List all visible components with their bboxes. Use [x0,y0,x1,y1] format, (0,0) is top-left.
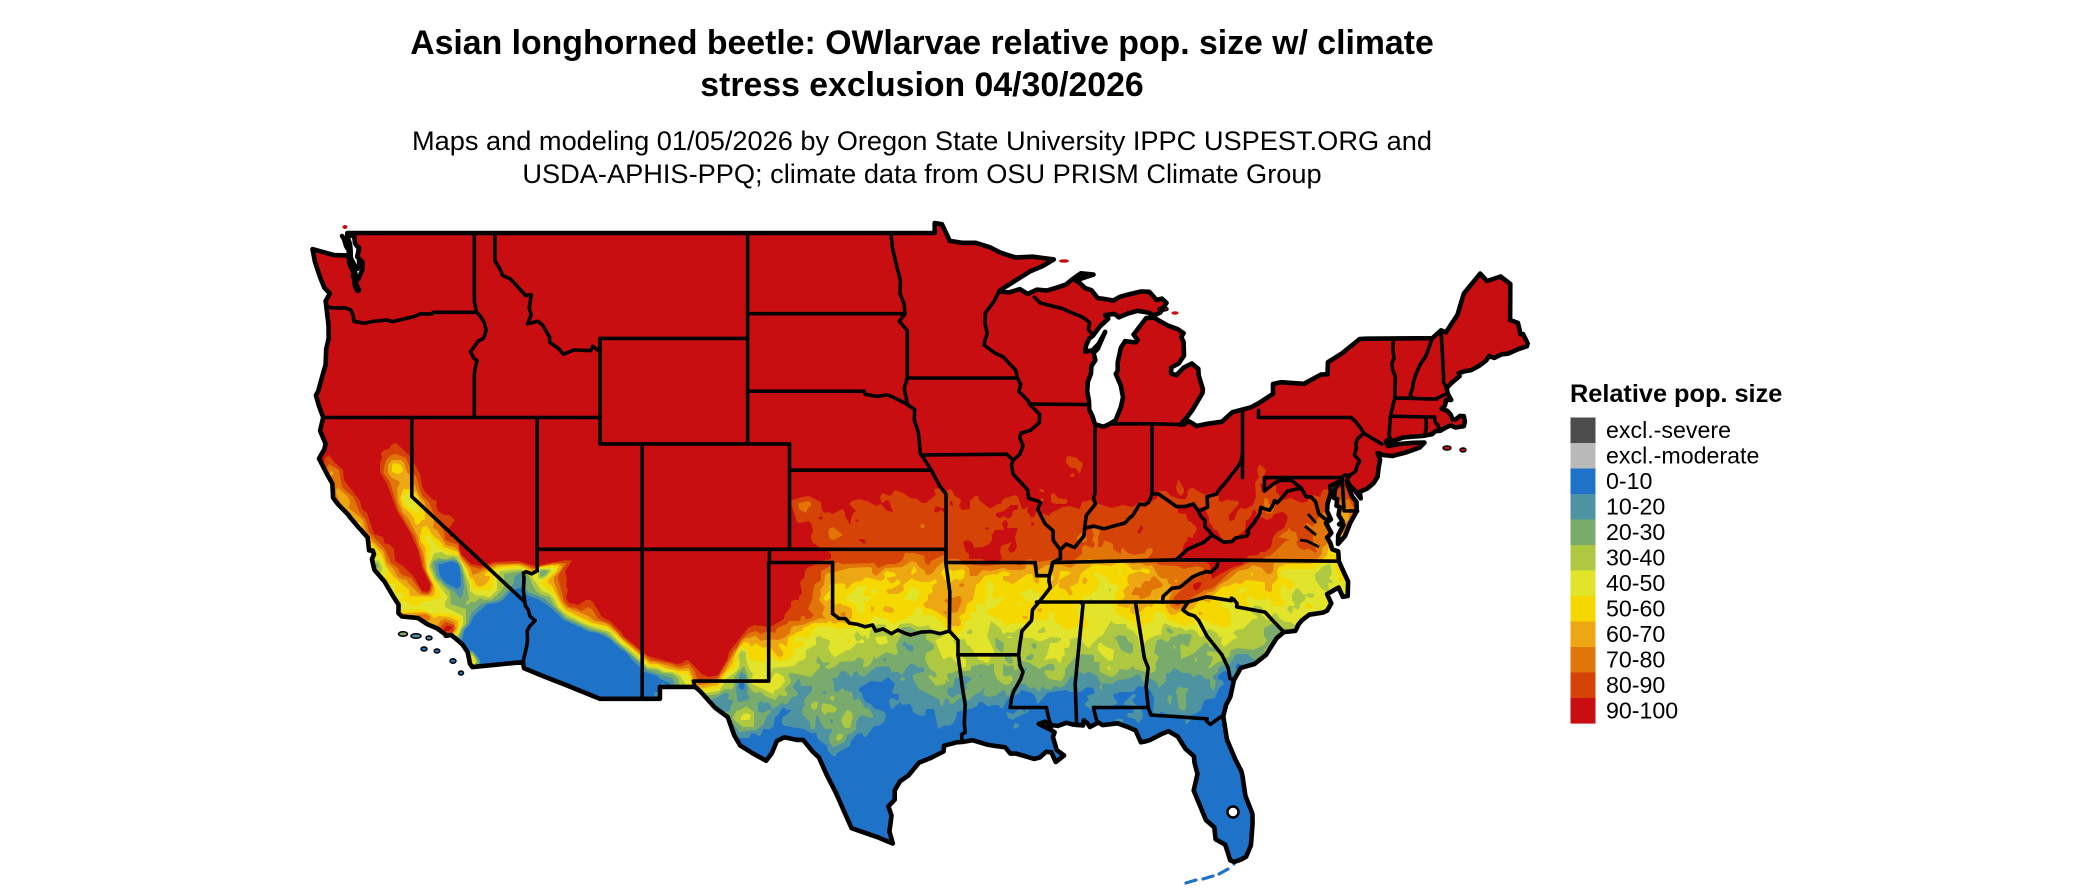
svg-text:stress exclusion 04/30/2026: stress exclusion 04/30/2026 [700,66,1143,104]
svg-text:excl.-severe: excl.-severe [1606,417,1731,443]
svg-text:Relative pop. size: Relative pop. size [1570,380,1782,408]
svg-text:60-70: 60-70 [1606,621,1665,647]
svg-text:90-100: 90-100 [1606,697,1678,723]
svg-text:USDA-APHIS-PPQ; climate data f: USDA-APHIS-PPQ; climate data from OSU PR… [522,158,1321,189]
svg-text:70-80: 70-80 [1606,646,1665,672]
svg-text:50-60: 50-60 [1606,595,1665,621]
svg-text:40-50: 40-50 [1606,570,1665,596]
svg-text:0-10: 0-10 [1606,468,1652,494]
svg-text:80-90: 80-90 [1606,672,1665,698]
svg-text:Asian longhorned beetle: OWlar: Asian longhorned beetle: OWlarvae relati… [410,24,1434,62]
svg-text:10-20: 10-20 [1606,493,1665,519]
svg-text:Maps and modeling 01/05/2026 b: Maps and modeling 01/05/2026 by Oregon S… [412,125,1432,156]
svg-text:20-30: 20-30 [1606,519,1665,545]
svg-text:30-40: 30-40 [1606,544,1665,570]
svg-text:excl.-moderate: excl.-moderate [1606,442,1759,468]
